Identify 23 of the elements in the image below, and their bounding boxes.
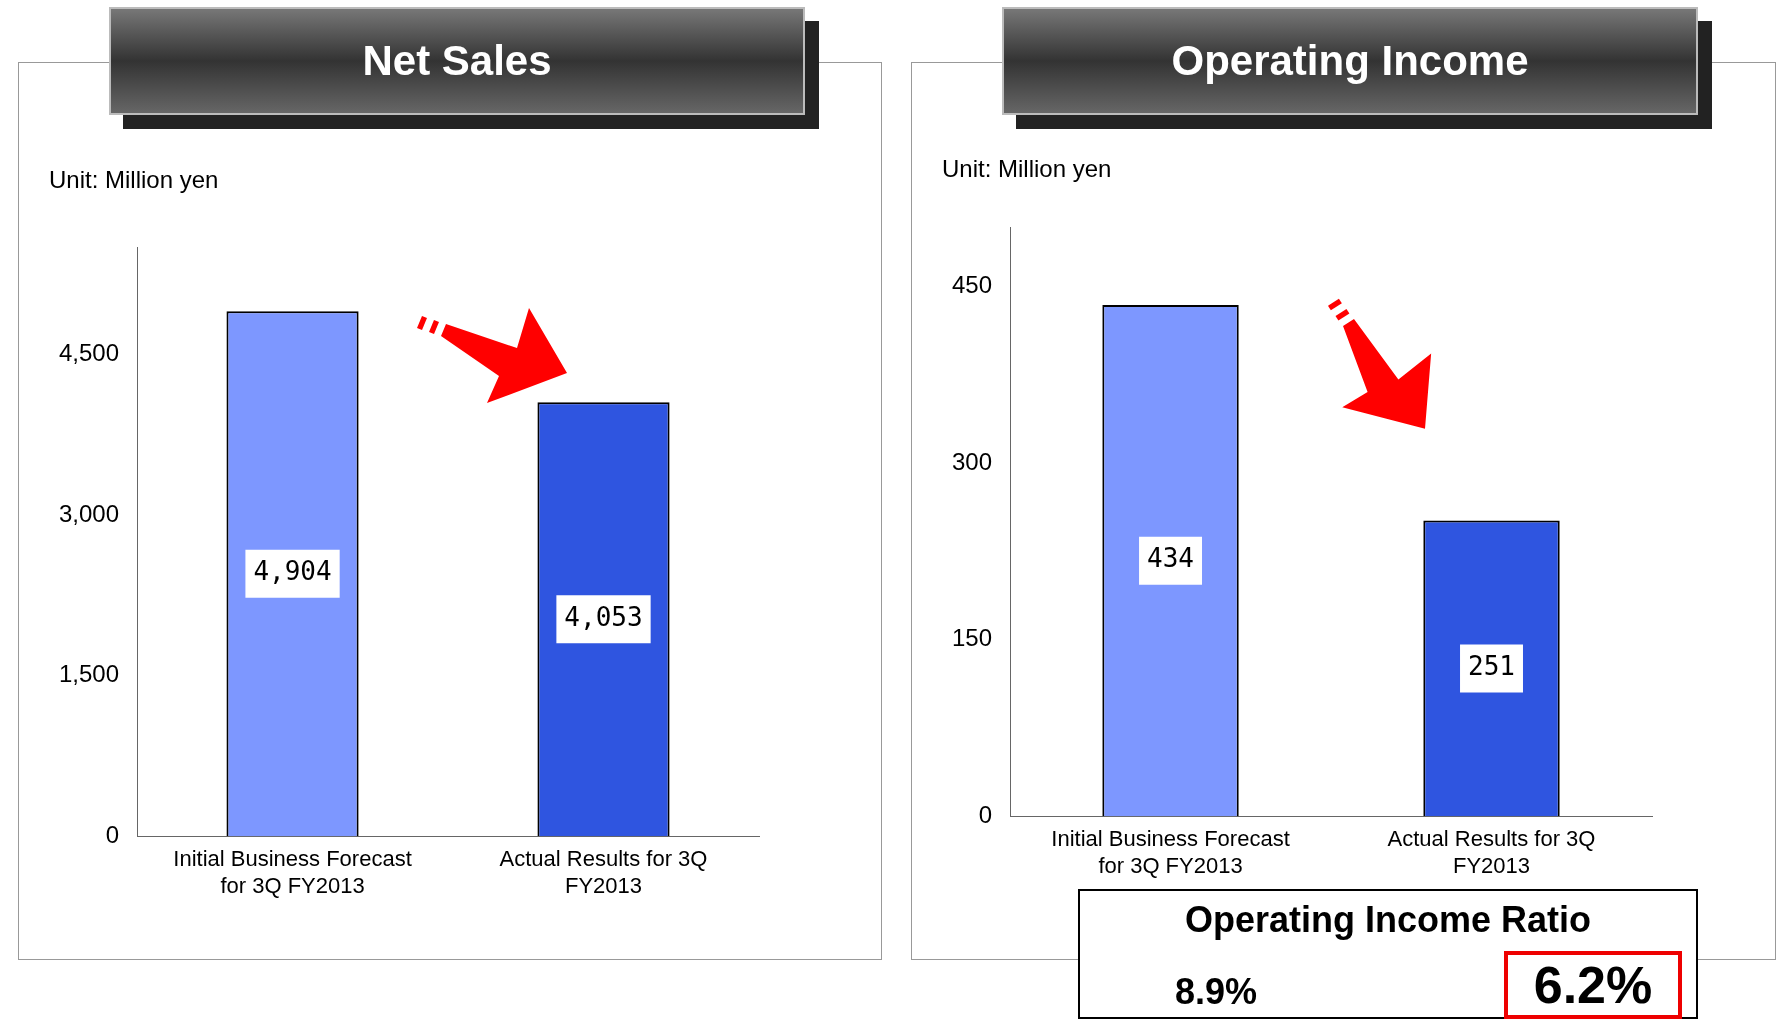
data-label: 434 bbox=[1147, 543, 1195, 574]
y-tick-label: 450 bbox=[952, 270, 993, 298]
text: 6.2% bbox=[1504, 951, 1682, 1019]
y-tick-label: 4,500 bbox=[59, 339, 120, 367]
x-tick-label: Actual Results for 3Q FY2013 bbox=[499, 846, 708, 898]
x-tick-label: Actual Results for 3Q FY2013 bbox=[1387, 826, 1596, 878]
y-tick-label: 1,500 bbox=[59, 660, 120, 688]
chart-title: Operating Income bbox=[1002, 7, 1698, 115]
text: Unit: Million yen bbox=[942, 155, 1112, 183]
y-tick-label: 300 bbox=[952, 447, 993, 475]
data-label: 4,053 bbox=[564, 602, 643, 632]
y-tick-label: 0 bbox=[105, 820, 120, 848]
text: Unit: Million yen bbox=[49, 166, 219, 194]
text: Operating Income Ratio bbox=[1183, 899, 1593, 941]
data-label: 4,904 bbox=[253, 556, 332, 587]
x-tick-label: Initial Business Forecast for 3Q FY2013 bbox=[173, 846, 412, 898]
y-tick-label: 0 bbox=[978, 800, 993, 828]
y-tick-label: 150 bbox=[952, 624, 993, 652]
x-tick-label: Initial Business Forecast for 3Q FY2013 bbox=[1051, 826, 1290, 878]
y-tick-label: 3,000 bbox=[59, 499, 120, 527]
data-label: 251 bbox=[1468, 651, 1515, 682]
chart-title: Net Sales bbox=[109, 7, 805, 115]
text: 8.9% bbox=[1175, 971, 1258, 1013]
